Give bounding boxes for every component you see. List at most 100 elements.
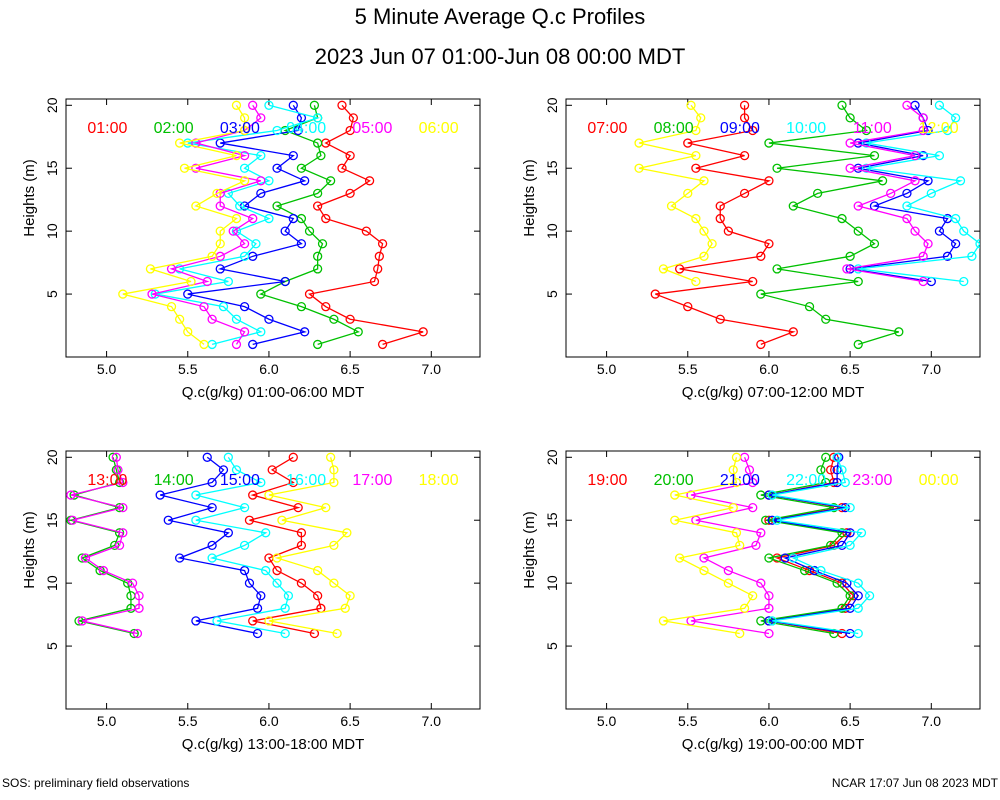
data-point: [207, 502, 217, 513]
data-point: [199, 302, 209, 312]
data-point: [256, 176, 266, 186]
plot-area: [634, 100, 980, 350]
data-point: [658, 616, 669, 626]
data-point: [132, 628, 143, 639]
data-point: [207, 251, 217, 261]
data-point: [864, 591, 875, 601]
data-point: [215, 239, 225, 249]
data-point: [231, 314, 242, 324]
data-point: [296, 528, 307, 538]
data-point: [256, 188, 266, 199]
legend-20:00: 20:00: [654, 472, 694, 489]
x-tick-label: 5.0: [597, 361, 617, 377]
data-point: [191, 616, 201, 626]
data-point: [377, 339, 388, 350]
x-tick-label: 5.5: [678, 713, 698, 729]
x-tick-label: 6.5: [840, 713, 860, 729]
data-point: [288, 477, 298, 488]
data-point: [731, 452, 742, 462]
y-axis-label: Heights (m): [21, 511, 38, 589]
data-point: [272, 125, 282, 136]
data-point: [345, 125, 355, 136]
data-point: [312, 591, 323, 601]
x-tick-label: 5.0: [597, 713, 617, 729]
y-tick-label: 20: [44, 97, 60, 113]
x-tick-label: 5.0: [97, 361, 117, 377]
data-point: [756, 289, 766, 299]
data-point: [256, 477, 266, 488]
data-point: [764, 553, 774, 563]
data-point: [739, 113, 750, 123]
data-point: [748, 502, 758, 513]
data-point: [348, 113, 359, 123]
series-line-20:00: [760, 457, 851, 635]
y-tick-label: 20: [544, 449, 560, 465]
data-point: [869, 239, 880, 249]
data-point: [288, 452, 298, 462]
data-point: [212, 188, 222, 199]
y-axis-label: Heights (m): [21, 159, 38, 237]
data-point: [183, 327, 193, 337]
data-point: [670, 515, 680, 525]
data-point: [239, 239, 250, 249]
plot-frame: [565, 450, 981, 710]
data-point: [118, 502, 128, 513]
data-point: [317, 239, 328, 249]
data-point: [345, 314, 355, 324]
data-point: [312, 339, 323, 350]
data-point: [239, 176, 250, 186]
legend-22:00: 22:00: [786, 472, 826, 489]
data-point: [114, 528, 125, 538]
data-point: [207, 553, 217, 563]
series-line-09:00: [850, 104, 957, 283]
data-point: [877, 176, 888, 186]
data-point: [748, 477, 758, 488]
x-tick-label: 7.0: [422, 361, 442, 377]
data-point: [918, 276, 928, 287]
data-point: [108, 452, 118, 462]
y-tick-label: 15: [544, 512, 560, 528]
data-point: [312, 138, 323, 148]
data-point: [345, 150, 355, 161]
legend-02:00: 02:00: [154, 120, 194, 137]
data-point: [261, 528, 271, 538]
data-point: [723, 226, 734, 236]
series-line-21:00: [768, 457, 860, 635]
data-point: [228, 226, 238, 236]
data-point: [739, 603, 750, 613]
data-point: [959, 226, 969, 236]
data-point: [127, 578, 138, 588]
data-point: [361, 226, 372, 236]
data-point: [261, 565, 271, 576]
data-point: [723, 565, 734, 576]
data-point: [764, 239, 774, 249]
data-point: [309, 100, 320, 110]
data-point: [231, 150, 242, 161]
data-point: [118, 528, 128, 538]
data-point: [215, 226, 225, 236]
data-point: [650, 289, 660, 299]
data-point: [248, 100, 258, 110]
data-point: [207, 477, 217, 488]
data-point: [239, 251, 250, 261]
data-point: [845, 528, 855, 538]
data-point: [345, 591, 355, 601]
chart-panel-3: 5.0 5.5 6.0 6.5 7.0 5 10 15 20 Q.c(g/kg) 13:00-18…: [21, 449, 481, 753]
y-tick-label: 5: [544, 290, 560, 298]
data-point: [321, 213, 331, 224]
data-point: [821, 314, 831, 324]
data-point: [239, 113, 250, 123]
data-point: [248, 339, 258, 350]
data-point: [731, 528, 742, 538]
x-tick-label: 6.5: [840, 361, 860, 377]
data-point: [728, 465, 738, 475]
data-point: [853, 264, 863, 274]
x-axis-label: Q.c(g/kg) 13:00-18:00 MDT: [182, 736, 365, 753]
data-point: [918, 113, 928, 123]
data-point: [853, 591, 863, 601]
data-point: [223, 452, 234, 462]
data-point: [272, 553, 282, 563]
x-tick-label: 5.5: [178, 361, 198, 377]
data-point: [207, 540, 217, 551]
